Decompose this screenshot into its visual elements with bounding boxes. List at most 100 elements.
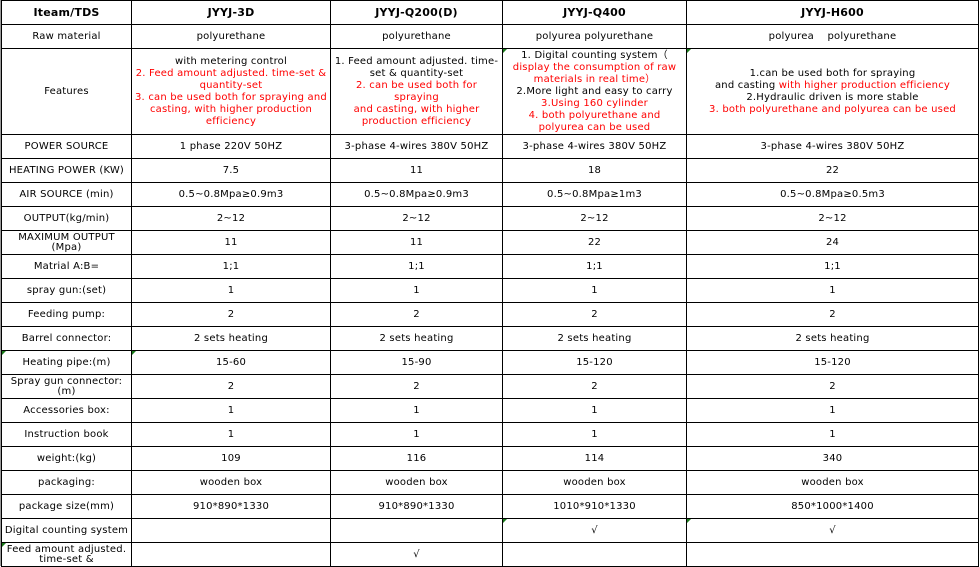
cell: 1: [686, 278, 979, 303]
cell: 1: [330, 398, 503, 423]
cell: 2: [502, 374, 687, 399]
feature-line: 3.Using 160 cylinder: [541, 97, 648, 109]
spec-row: Heating pipe:(m) 15-60 15-90 15-120 15-120: [1, 350, 979, 375]
spec-row: Matrial A:B= 1;1 1;1 1;1 1;1: [1, 254, 979, 279]
spec-row: weight:(kg) 109 116 114 340: [1, 446, 979, 471]
cell: 1: [131, 278, 331, 303]
cell: 15-120: [502, 350, 687, 375]
feature-line: 1. Digital counting system（: [521, 49, 668, 61]
spec-row: packaging: wooden box wooden box wooden box…: [1, 470, 979, 495]
row-label: packaging:: [1, 470, 132, 495]
spec-row: Accessories box: 1 1 1 1: [1, 398, 979, 423]
cell: 116: [330, 446, 503, 471]
left-edge: [0, 0, 1, 566]
cell: wooden box: [330, 470, 503, 495]
cell: 910*890*1330: [131, 494, 331, 519]
cell: 2: [131, 302, 331, 327]
cell: 109: [131, 446, 331, 471]
cell: wooden box: [131, 470, 331, 495]
row-label: Raw material: [1, 24, 132, 49]
cell: 1: [502, 278, 687, 303]
cell: 0.5~0.8Mpa≥1m3: [502, 182, 687, 207]
cell: 15-90: [330, 350, 503, 375]
cell: 0.5~0.8Mpa≥0.9m3: [330, 182, 503, 207]
cell: 850*1000*1400: [686, 494, 979, 519]
cell: polyurethane: [131, 24, 331, 49]
cell: 11: [131, 230, 331, 255]
cell: 0.5~0.8Mpa≥0.5m3: [686, 182, 979, 207]
features-cell: 1. Feed amount adjusted. time-set & quan…: [330, 48, 503, 135]
spec-row: Digital counting system √ √: [1, 518, 979, 543]
spec-row: Instruction book 1 1 1 1: [1, 422, 979, 447]
cell: √: [686, 518, 979, 543]
row-label: Feeding pump:: [1, 302, 132, 327]
cell: 2~12: [502, 206, 687, 231]
cell: 22: [502, 230, 687, 255]
feature-text: and casting: [714, 79, 779, 91]
cell: 2~12: [686, 206, 979, 231]
row-label: Digital counting system: [1, 518, 132, 543]
cell: 1: [686, 398, 979, 423]
cell: [131, 518, 331, 543]
spec-row: MAXIMUM OUTPUT (Mpa) 11 11 22 24: [1, 230, 979, 255]
row-label: Features: [1, 48, 132, 135]
feature-line: with metering control: [175, 55, 287, 67]
row-label: Matrial A:B=: [1, 254, 132, 279]
feature-line: 3. both polyurethane and polyurea can be…: [709, 103, 956, 115]
cell: 11: [330, 230, 503, 255]
cell: 910*890*1330: [330, 494, 503, 519]
feature-line: 3. can be used both for spraying and cas…: [135, 91, 327, 127]
model-header: JYYJ-H600: [686, 0, 979, 25]
cell: 1010*910*1330: [502, 494, 687, 519]
features-cell: 1. Digital counting system（ display the c…: [502, 48, 687, 135]
row-label: MAXIMUM OUTPUT (Mpa): [1, 230, 132, 255]
spec-row: Feeding pump: 2 2 2 2: [1, 302, 979, 327]
cell: 2 sets heating: [131, 326, 331, 351]
row-label: spray gun:(set): [1, 278, 132, 303]
features-row: Features with metering control 2. Feed am…: [1, 48, 979, 135]
row-label: Barrel connector:: [1, 326, 132, 351]
spec-row: HEATING POWER (KW) 7.5 11 18 22: [1, 158, 979, 183]
model-header: JYYJ-Q400: [502, 0, 687, 25]
cell: 7.5: [131, 158, 331, 183]
cell: 22: [686, 158, 979, 183]
row-label: Instruction book: [1, 422, 132, 447]
spec-row: spray gun:(set) 1 1 1 1: [1, 278, 979, 303]
cell: 1: [131, 398, 331, 423]
cell: 2: [686, 374, 979, 399]
cell: 0.5~0.8Mpa≥0.9m3: [131, 182, 331, 207]
right-edge: [978, 0, 979, 566]
cell: 114: [502, 446, 687, 471]
model-header: JYYJ-3D: [131, 0, 331, 25]
cell: polyurea polyurethane: [502, 24, 687, 49]
cell: [686, 542, 979, 567]
cell: √: [502, 518, 687, 543]
spec-row: Feed amount adjusted. time-set & √: [1, 542, 979, 567]
cell: 2 sets heating: [502, 326, 687, 351]
cell: 2: [686, 302, 979, 327]
spec-row: package size(mm) 910*890*1330 910*890*1330…: [1, 494, 979, 519]
cell: 340: [686, 446, 979, 471]
spec-row: AIR SOURCE (min) 0.5~0.8Mpa≥0.9m3 0.5~0.8M…: [1, 182, 979, 207]
row-label: Feed amount adjusted. time-set &: [1, 542, 132, 567]
spec-row: Barrel connector: 2 sets heating 2 sets he…: [1, 326, 979, 351]
feature-line: 1. Feed amount adjusted. time-set & quan…: [334, 55, 499, 79]
cell: 1 phase 220V 50HZ: [131, 134, 331, 159]
row-label: POWER SOURCE: [1, 134, 132, 159]
feature-line: and casting, with higher production effi…: [353, 103, 480, 127]
feature-line: and casting with higher production effic…: [689, 80, 976, 92]
cell: 15-60: [131, 350, 331, 375]
cell: [502, 542, 687, 567]
row-label: OUTPUT(kg/min): [1, 206, 132, 231]
cell: 2~12: [131, 206, 331, 231]
cell: 3-phase 4-wires 380V 50HZ: [686, 134, 979, 159]
cell: 18: [502, 158, 687, 183]
features-cell: 1.can be used both for spraying and cast…: [686, 48, 979, 135]
cell: 2: [131, 374, 331, 399]
row-label: Spray gun connector:(m): [1, 374, 132, 399]
cell: 1: [502, 398, 687, 423]
header-label: Iteam/TDS: [1, 0, 132, 25]
cell: 2: [330, 374, 503, 399]
cell: [330, 518, 503, 543]
